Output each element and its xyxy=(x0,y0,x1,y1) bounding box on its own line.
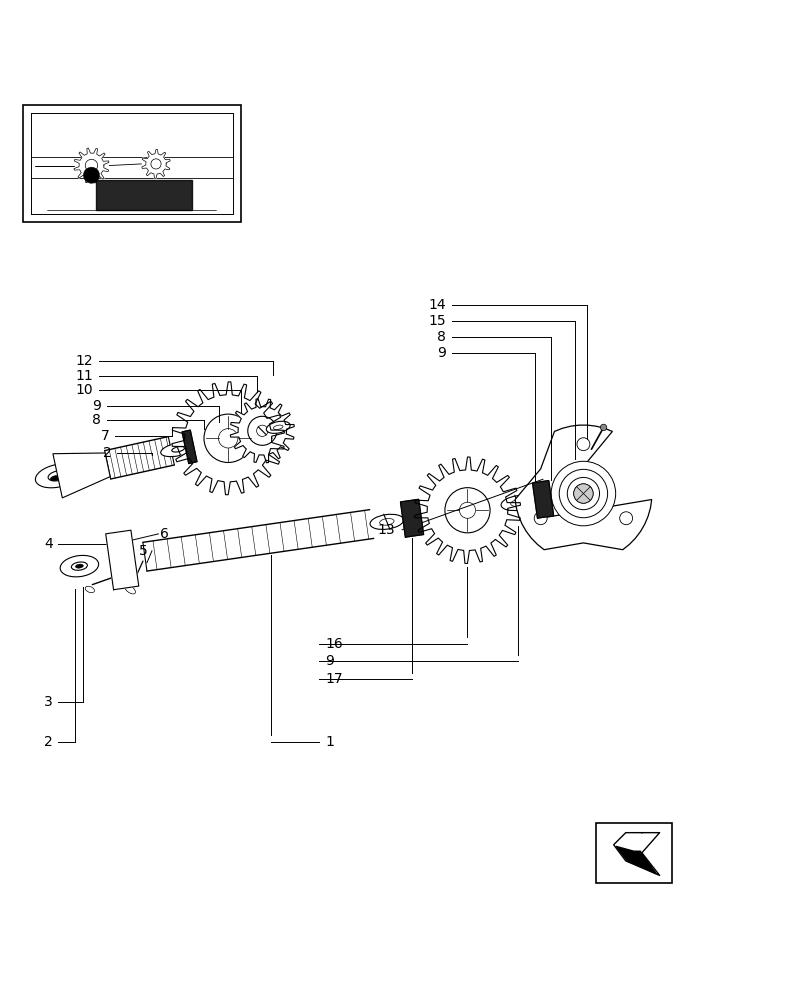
Circle shape xyxy=(247,416,277,445)
Polygon shape xyxy=(616,846,655,874)
Polygon shape xyxy=(400,499,423,537)
Text: 7: 7 xyxy=(101,429,109,443)
Circle shape xyxy=(577,438,589,451)
Ellipse shape xyxy=(71,562,88,570)
Polygon shape xyxy=(105,530,139,590)
Polygon shape xyxy=(53,453,110,498)
Text: 3: 3 xyxy=(44,695,53,709)
Ellipse shape xyxy=(172,447,184,452)
Text: 16: 16 xyxy=(325,637,343,651)
Text: 8: 8 xyxy=(92,413,101,427)
Circle shape xyxy=(85,159,97,172)
Circle shape xyxy=(599,424,606,431)
Polygon shape xyxy=(96,180,192,210)
Circle shape xyxy=(84,167,100,183)
Polygon shape xyxy=(230,399,294,463)
Circle shape xyxy=(218,429,238,448)
Circle shape xyxy=(559,469,607,518)
Ellipse shape xyxy=(60,555,98,577)
Bar xyxy=(23,105,240,222)
Polygon shape xyxy=(74,148,109,183)
Ellipse shape xyxy=(558,494,568,499)
Ellipse shape xyxy=(370,514,403,529)
Circle shape xyxy=(204,414,252,463)
Ellipse shape xyxy=(48,471,67,481)
Ellipse shape xyxy=(36,464,79,488)
Text: 15: 15 xyxy=(428,314,446,328)
Polygon shape xyxy=(532,481,553,518)
Circle shape xyxy=(573,484,592,503)
Circle shape xyxy=(459,502,475,518)
Text: 14: 14 xyxy=(428,298,446,312)
Text: 8: 8 xyxy=(437,330,446,344)
Ellipse shape xyxy=(85,586,94,593)
Text: 17: 17 xyxy=(325,672,342,686)
Polygon shape xyxy=(182,430,197,463)
Polygon shape xyxy=(142,149,170,178)
Circle shape xyxy=(534,512,547,525)
Text: 9: 9 xyxy=(92,399,101,413)
Ellipse shape xyxy=(75,564,84,568)
Ellipse shape xyxy=(161,442,195,457)
Polygon shape xyxy=(414,457,520,563)
Text: 11: 11 xyxy=(75,369,93,383)
Bar xyxy=(594,823,672,883)
Ellipse shape xyxy=(124,585,135,594)
Text: 2: 2 xyxy=(44,735,53,749)
Text: 9: 9 xyxy=(325,654,334,668)
Ellipse shape xyxy=(116,557,128,563)
Circle shape xyxy=(573,484,592,503)
Polygon shape xyxy=(613,833,659,875)
Text: 5: 5 xyxy=(139,544,148,558)
Circle shape xyxy=(256,425,268,436)
Circle shape xyxy=(151,159,161,169)
Text: 6: 6 xyxy=(160,527,169,541)
Ellipse shape xyxy=(510,500,525,506)
Text: 4: 4 xyxy=(44,537,53,551)
Ellipse shape xyxy=(50,476,60,481)
Text: 9: 9 xyxy=(437,346,446,360)
Ellipse shape xyxy=(273,425,282,430)
Polygon shape xyxy=(514,425,651,550)
Polygon shape xyxy=(172,382,284,495)
Ellipse shape xyxy=(380,519,393,525)
Circle shape xyxy=(619,512,632,525)
Ellipse shape xyxy=(266,421,290,433)
Text: 12: 12 xyxy=(75,354,93,368)
Circle shape xyxy=(567,477,599,510)
Ellipse shape xyxy=(549,490,576,503)
Text: 10: 10 xyxy=(75,383,93,397)
Text: 2: 2 xyxy=(103,446,111,460)
Circle shape xyxy=(444,488,490,533)
Circle shape xyxy=(551,461,615,526)
Text: 13: 13 xyxy=(377,523,395,537)
Text: 1: 1 xyxy=(325,735,334,749)
Ellipse shape xyxy=(500,495,534,511)
